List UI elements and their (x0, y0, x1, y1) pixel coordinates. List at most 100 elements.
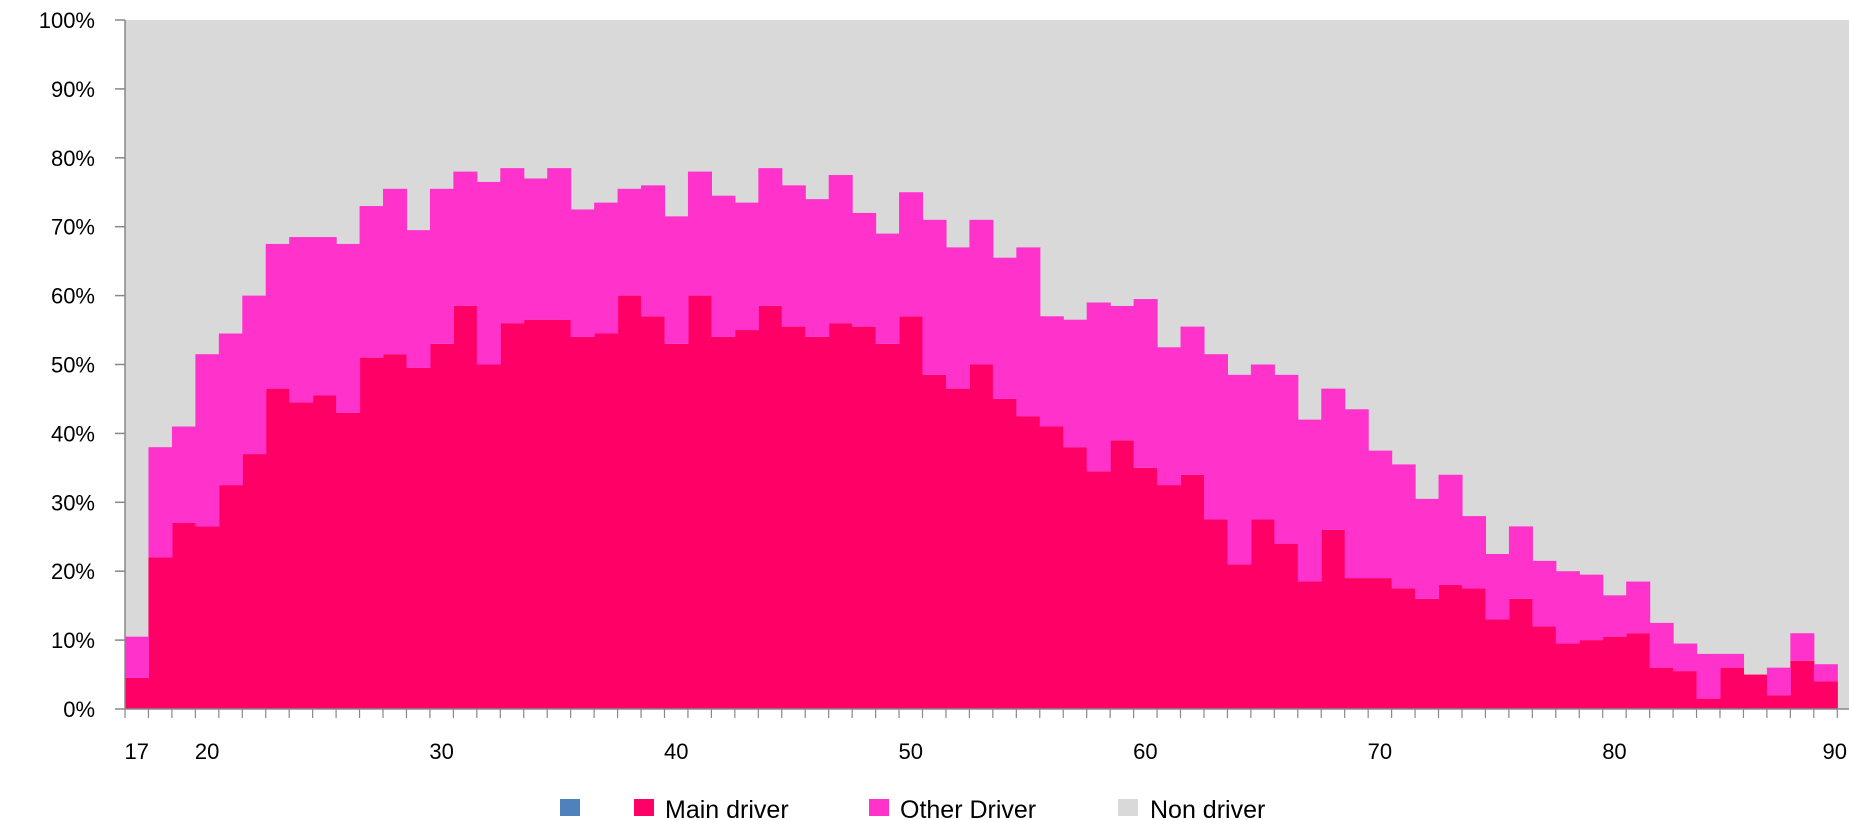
main-driver-bar-age-51 (922, 374, 947, 709)
main-driver-bar-age-65 (1250, 519, 1275, 709)
main-driver-bar-age-60 (1133, 467, 1158, 709)
y-tick-label: 70% (51, 215, 95, 240)
other-driver-bar-age-79 (1579, 574, 1604, 641)
x-tick-label: 17 (124, 739, 148, 764)
other-driver-bar-age-25 (312, 237, 337, 396)
other-driver-bar-age-22 (242, 295, 267, 455)
other-driver-bar-age-17 (125, 636, 150, 678)
x-tick-label: 30 (429, 739, 453, 764)
y-tick-label: 100% (39, 8, 95, 33)
main-driver-bar-age-75 (1485, 619, 1510, 709)
other-driver-bar-age-58 (1086, 302, 1111, 472)
x-tick-label: 20 (195, 739, 219, 764)
main-driver-bar-age-22 (242, 454, 267, 709)
main-driver-bar-age-45 (781, 326, 806, 709)
legend-label-main-driver: Main driver (665, 796, 789, 820)
main-driver-bar-age-74 (1461, 588, 1487, 709)
other-driver-bar-age-32 (476, 181, 501, 365)
main-driver-bar-age-31 (453, 305, 478, 709)
other-driver-bar-age-19 (171, 426, 196, 523)
other-driver-bar-age-37 (594, 202, 619, 334)
x-tick-label: 50 (899, 739, 923, 764)
other-driver-bar-age-23 (265, 243, 290, 389)
other-driver-bar-age-36 (570, 209, 595, 337)
main-driver-bar-age-52 (945, 388, 971, 709)
other-driver-bar-age-24 (289, 237, 314, 403)
x-tick-label: 90 (1823, 739, 1847, 764)
main-driver-bar-age-84 (1696, 698, 1721, 709)
other-driver-bar-age-85 (1719, 653, 1745, 668)
other-driver-bar-age-60 (1133, 299, 1158, 468)
main-driver-bar-age-44 (758, 305, 783, 709)
other-driver-bar-age-75 (1485, 553, 1510, 620)
main-driver-bar-age-38 (617, 295, 642, 709)
other-driver-bar-age-48 (852, 212, 877, 327)
other-driver-bar-age-47 (828, 175, 853, 324)
other-driver-bar-age-76 (1508, 526, 1533, 599)
other-driver-bar-age-31 (453, 171, 478, 306)
main-driver-bar-age-21 (218, 485, 243, 709)
main-driver-bar-age-30 (429, 343, 454, 709)
other-driver-bar-age-66 (1274, 374, 1299, 544)
main-driver-bar-age-47 (828, 323, 853, 709)
other-driver-bar-age-64 (1227, 374, 1252, 565)
main-driver-bar-age-59 (1110, 440, 1135, 709)
main-driver-bar-age-25 (312, 395, 337, 709)
y-tick-label: 60% (51, 284, 95, 309)
main-driver-bar-age-43 (734, 330, 759, 709)
main-driver-bar-age-62 (1180, 474, 1205, 709)
other-driver-bar-age-77 (1532, 560, 1557, 627)
main-driver-bar-age-39 (641, 316, 666, 709)
main-driver-bar-age-64 (1227, 564, 1252, 709)
main-driver-bar-age-32 (476, 364, 501, 709)
other-driver-bar-age-29 (406, 230, 431, 368)
main-driver-bar-age-19 (171, 522, 196, 709)
main-driver-bar-age-49 (875, 343, 900, 709)
main-driver-bar-age-50 (899, 316, 924, 709)
other-driver-bar-age-30 (429, 188, 454, 344)
x-tick-label: 70 (1368, 739, 1392, 764)
other-driver-bar-age-28 (383, 188, 408, 355)
legend-label-non-driver: Non driver (1150, 796, 1265, 820)
main-driver-bar-age-24 (289, 402, 314, 709)
other-driver-series (125, 168, 1838, 699)
y-tick-label: 80% (51, 146, 95, 171)
main-driver-bar-age-83 (1673, 671, 1698, 709)
main-driver-bar-age-48 (852, 326, 877, 709)
main-driver-bar-age-82 (1649, 667, 1674, 709)
main-driver-bar-age-37 (594, 333, 619, 709)
y-axis: 0% 10% 20% 30% 40% 50% 60% 70% 80% 90% 100% (39, 8, 125, 722)
other-driver-bar-age-63 (1203, 354, 1229, 520)
main-driver-bar-age-53 (969, 364, 994, 709)
main-driver-bar-age-77 (1532, 626, 1557, 709)
other-driver-bar-age-20 (195, 354, 220, 527)
main-driver-bar-age-61 (1157, 485, 1182, 709)
other-driver-bar-age-81 (1626, 581, 1651, 634)
x-tick-label: 80 (1602, 739, 1626, 764)
main-driver-bar-age-76 (1508, 598, 1533, 709)
main-driver-bar-age-54 (992, 398, 1017, 709)
other-driver-bar-age-33 (500, 168, 525, 324)
main-driver-bar-age-71 (1391, 588, 1416, 709)
main-driver-bar-age-73 (1438, 584, 1463, 709)
other-driver-bar-age-42 (711, 195, 736, 337)
other-driver-bar-age-49 (875, 233, 900, 344)
main-driver-bar-age-86 (1743, 674, 1768, 709)
other-driver-bar-age-68 (1321, 388, 1346, 530)
other-driver-bar-age-65 (1250, 364, 1275, 520)
x-axis: 17 20 30 40 50 60 70 80 90 (124, 709, 1847, 764)
other-driver-bar-age-53 (969, 219, 994, 365)
main-driver-bar-age-89 (1813, 681, 1838, 709)
other-driver-bar-age-46 (805, 199, 830, 337)
other-driver-bar-age-35 (547, 168, 572, 320)
other-driver-bar-age-51 (922, 219, 947, 375)
other-driver-bar-age-57 (1063, 319, 1088, 448)
main-driver-bar-age-80 (1602, 636, 1627, 709)
y-tick-label: 90% (51, 77, 95, 102)
main-driver-bar-age-79 (1579, 640, 1604, 709)
other-driver-bar-age-62 (1180, 326, 1205, 475)
legend-label-other-driver: Other Driver (900, 796, 1036, 820)
y-tick-label: 30% (51, 490, 95, 515)
other-driver-bar-age-74 (1461, 516, 1487, 589)
other-driver-bar-age-89 (1813, 664, 1838, 682)
